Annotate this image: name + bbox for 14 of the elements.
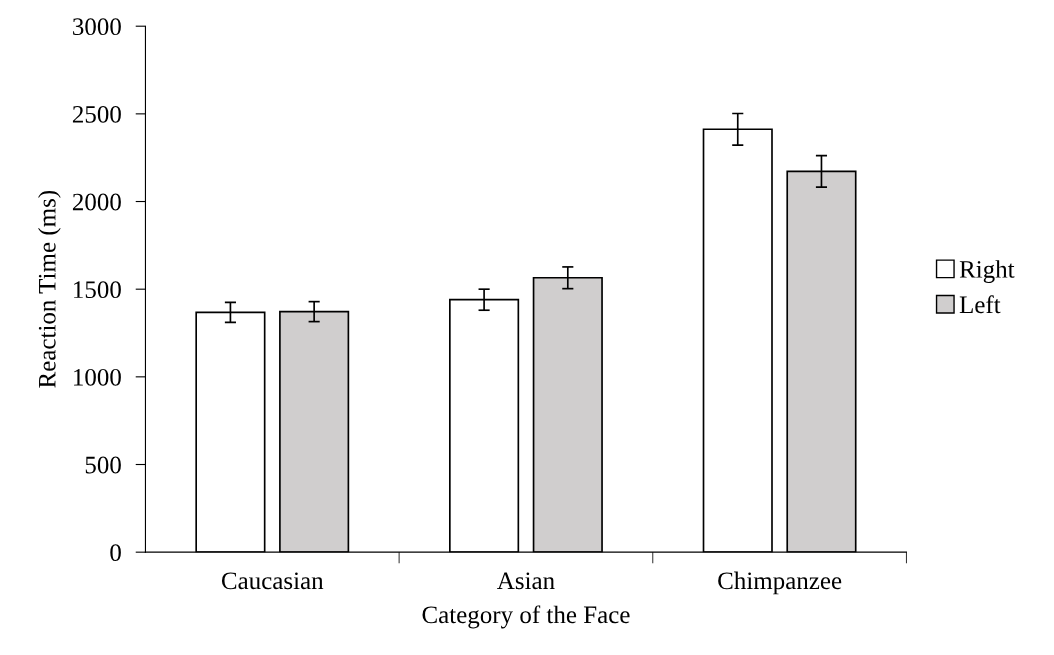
y-tick-label: 1500 <box>74 281 121 299</box>
y-tick-label: 3000 <box>73 18 121 36</box>
y-tick-label: 2000 <box>72 193 121 211</box>
x-axis-title: Category of the Face <box>422 605 630 629</box>
x-tick-label: Asian <box>497 572 555 590</box>
y-tick-label: 2500 <box>72 105 121 123</box>
x-tick-label: Caucasian <box>221 572 324 590</box>
y-tick-label: 1000 <box>74 368 121 386</box>
x-tick-label: Chimpanzee <box>718 571 842 595</box>
y-tick-label: 500 <box>85 456 121 474</box>
y-axis-title: Reaction Time (ms) <box>38 190 61 388</box>
legend-label: Right <box>959 260 1015 283</box>
legend-label: Left <box>959 295 1001 314</box>
y-tick-label: 0 <box>110 544 121 562</box>
